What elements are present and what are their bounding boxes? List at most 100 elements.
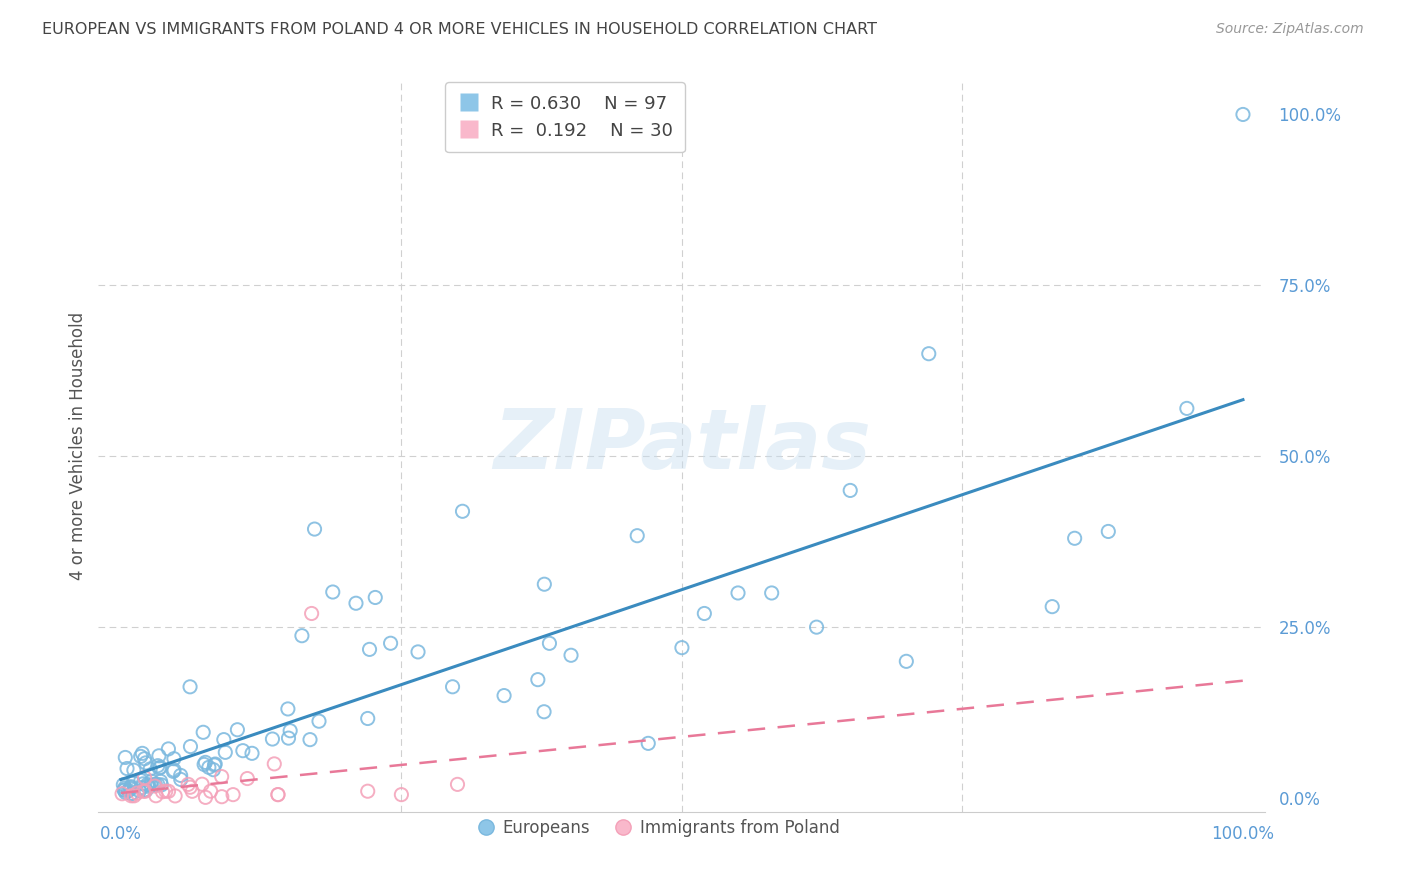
Point xyxy=(179,680,201,694)
Point xyxy=(112,783,135,797)
Point xyxy=(211,770,233,784)
Point xyxy=(120,789,142,803)
Point xyxy=(114,750,136,764)
Point xyxy=(145,789,167,803)
Point xyxy=(211,789,233,804)
Point xyxy=(120,780,142,795)
Point xyxy=(494,689,516,703)
Point xyxy=(122,789,145,803)
Point xyxy=(389,788,412,802)
Text: Source: ZipAtlas.com: Source: ZipAtlas.com xyxy=(1216,22,1364,37)
Point xyxy=(446,777,468,791)
Point xyxy=(112,778,135,792)
Point xyxy=(298,732,321,747)
Point xyxy=(226,723,249,737)
Point xyxy=(194,790,217,805)
Point xyxy=(152,785,174,799)
Point xyxy=(128,784,150,798)
Y-axis label: 4 or more Vehicles in Household: 4 or more Vehicles in Household xyxy=(69,312,87,580)
Point xyxy=(149,760,172,774)
Point xyxy=(204,757,226,772)
Text: ZIPatlas: ZIPatlas xyxy=(494,406,870,486)
Point xyxy=(212,732,235,747)
Point xyxy=(120,782,142,797)
Point xyxy=(121,786,143,800)
Point xyxy=(162,764,184,779)
Point xyxy=(146,758,169,772)
Point xyxy=(1232,107,1254,121)
Point xyxy=(693,607,716,621)
Point xyxy=(129,749,152,764)
Point xyxy=(277,731,299,745)
Point xyxy=(262,732,284,747)
Point xyxy=(301,607,323,621)
Point xyxy=(380,636,402,650)
Point xyxy=(533,705,555,719)
Point xyxy=(1063,531,1085,545)
Point xyxy=(304,522,326,536)
Point xyxy=(204,758,226,772)
Point xyxy=(357,784,380,798)
Point xyxy=(1097,524,1119,539)
Point xyxy=(364,591,387,605)
Point xyxy=(202,763,225,777)
Point xyxy=(112,783,135,797)
Point xyxy=(170,772,193,787)
Point xyxy=(141,779,163,793)
Point xyxy=(406,645,429,659)
Point xyxy=(143,779,166,793)
Point xyxy=(150,778,173,792)
Point xyxy=(267,788,290,802)
Point xyxy=(114,780,136,795)
Point xyxy=(191,777,214,791)
Point xyxy=(560,648,582,663)
Point xyxy=(1175,401,1198,416)
Point xyxy=(146,777,169,791)
Point xyxy=(136,779,159,793)
Point xyxy=(131,747,153,761)
Point xyxy=(193,757,215,772)
Point xyxy=(761,586,783,600)
Point xyxy=(308,714,330,729)
Point xyxy=(451,504,474,518)
Point xyxy=(200,784,222,798)
Point xyxy=(357,711,380,725)
Point xyxy=(727,586,749,600)
Point xyxy=(236,772,259,786)
Point xyxy=(155,784,177,798)
Point xyxy=(131,780,153,795)
Point xyxy=(149,774,172,789)
Point xyxy=(637,736,659,750)
Point xyxy=(141,774,163,789)
Point xyxy=(198,760,221,774)
Point xyxy=(139,762,162,776)
Point xyxy=(240,747,263,761)
Point xyxy=(179,739,201,754)
Point xyxy=(165,789,187,803)
Point xyxy=(134,783,156,797)
Point xyxy=(122,776,145,790)
Point xyxy=(134,752,156,766)
Point xyxy=(157,742,180,756)
Point xyxy=(277,702,299,716)
Point xyxy=(441,680,464,694)
Point xyxy=(533,577,555,591)
Point xyxy=(626,529,648,543)
Point xyxy=(359,642,381,657)
Point xyxy=(135,783,157,797)
Point xyxy=(157,784,180,798)
Point xyxy=(806,620,828,634)
Point xyxy=(129,773,152,788)
Point xyxy=(278,723,301,738)
Point xyxy=(143,777,166,791)
Point xyxy=(263,756,285,771)
Point xyxy=(132,784,155,798)
Point xyxy=(115,762,138,776)
Point xyxy=(142,778,165,792)
Point xyxy=(120,780,142,794)
Point xyxy=(134,771,156,785)
Point xyxy=(322,585,344,599)
Point xyxy=(538,636,561,650)
Point xyxy=(136,777,159,791)
Point xyxy=(194,756,217,770)
